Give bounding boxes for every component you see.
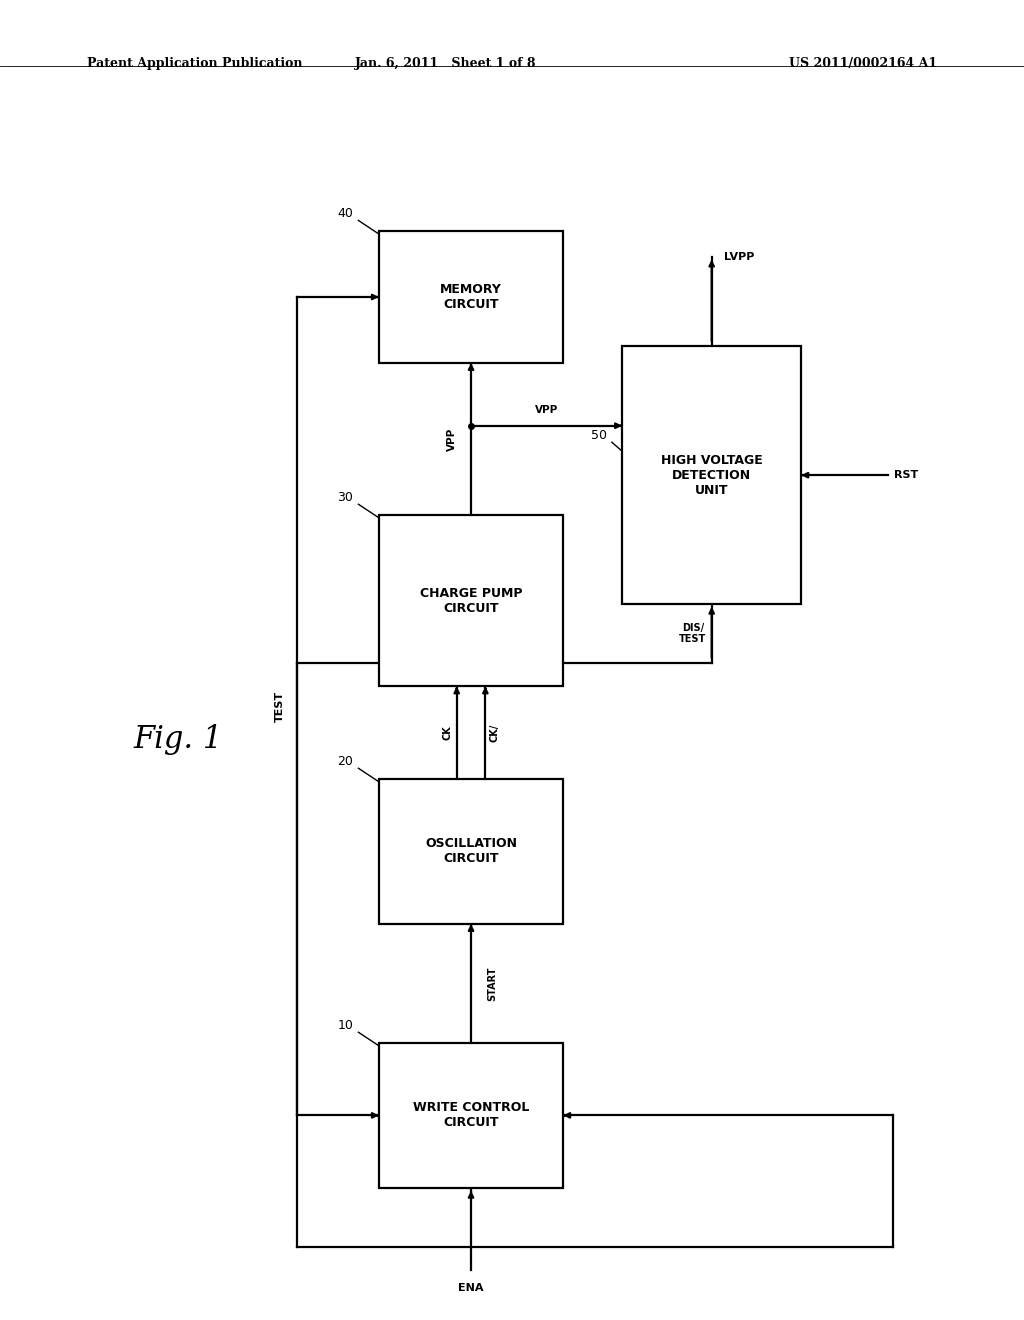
Bar — [379, 231, 563, 363]
Text: CHARGE PUMP
CIRCUIT: CHARGE PUMP CIRCUIT — [420, 586, 522, 615]
Text: 20: 20 — [337, 755, 353, 768]
Text: Fig. 1: Fig. 1 — [133, 723, 222, 755]
Text: CK/: CK/ — [489, 723, 500, 742]
Text: TEST: TEST — [274, 690, 285, 722]
Text: US 2011/0002164 A1: US 2011/0002164 A1 — [788, 58, 937, 70]
Text: DIS/
TEST: DIS/ TEST — [679, 623, 707, 644]
Text: 50: 50 — [591, 429, 606, 442]
Text: 30: 30 — [337, 491, 353, 504]
Text: 40: 40 — [337, 207, 353, 220]
Bar — [622, 346, 801, 605]
Bar — [379, 1043, 563, 1188]
Text: Patent Application Publication: Patent Application Publication — [87, 58, 302, 70]
Bar — [379, 779, 563, 924]
Text: VPP: VPP — [535, 405, 558, 414]
Text: ENA: ENA — [459, 1283, 483, 1294]
Text: WRITE CONTROL
CIRCUIT: WRITE CONTROL CIRCUIT — [413, 1101, 529, 1130]
Text: LVPP: LVPP — [724, 252, 755, 261]
Bar — [379, 515, 563, 686]
Text: START: START — [487, 966, 498, 1001]
Text: Jan. 6, 2011   Sheet 1 of 8: Jan. 6, 2011 Sheet 1 of 8 — [354, 58, 537, 70]
Text: VPP: VPP — [446, 428, 457, 450]
Text: CK: CK — [442, 725, 453, 741]
Text: MEMORY
CIRCUIT: MEMORY CIRCUIT — [440, 282, 502, 312]
Text: HIGH VOLTAGE
DETECTION
UNIT: HIGH VOLTAGE DETECTION UNIT — [660, 454, 763, 496]
Text: RST: RST — [895, 470, 919, 480]
Text: OSCILLATION
CIRCUIT: OSCILLATION CIRCUIT — [425, 837, 517, 866]
Text: 10: 10 — [337, 1019, 353, 1032]
